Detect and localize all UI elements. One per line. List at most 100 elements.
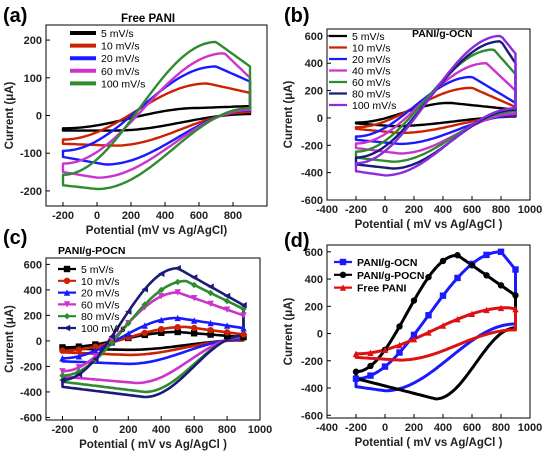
x-tick-label: -200 <box>52 210 74 222</box>
legend-label: 80 mV/s <box>81 311 120 323</box>
data-point <box>367 349 374 356</box>
data-point <box>174 289 181 296</box>
data-point <box>190 317 198 324</box>
legend-marker <box>63 313 71 320</box>
data-point <box>240 324 247 332</box>
panel-b: -400 -200 0 200 400 600 800 1000-600-400-200020… <box>283 5 542 231</box>
x-tick-label: 600 <box>463 204 481 216</box>
legend-label: 10 mV/s <box>81 276 120 288</box>
legend-label: 60 mV/s <box>352 77 391 89</box>
y-axis-label: Current (μA) <box>283 80 295 148</box>
legend-label: 5 mV/s <box>81 264 114 276</box>
data-point <box>425 329 432 336</box>
data-point <box>190 330 198 337</box>
legend-title: Free PANI <box>121 13 175 25</box>
data-point <box>512 266 519 273</box>
data-point <box>223 322 231 329</box>
series-group <box>354 34 517 177</box>
data-point <box>410 331 418 339</box>
x-tick-label: 800 <box>218 424 236 436</box>
x-axis-label: Potential (mV vs Ag/AgCl) <box>86 225 228 237</box>
data-point <box>396 341 403 349</box>
y-tick-label: 200 <box>305 86 323 98</box>
data-point <box>425 273 432 281</box>
data-point <box>158 286 165 294</box>
x-axis-label: Potential ( mV vs Ag/AgCl ) <box>79 439 227 451</box>
data-point <box>207 289 214 297</box>
legend-marker <box>63 277 71 284</box>
data-point <box>207 331 214 338</box>
x-axis-label: Potential ( mV vs Ag/AgCl ) <box>355 437 503 449</box>
legend-marker <box>339 284 347 291</box>
series-group <box>352 248 519 401</box>
legend-label: 20 mV/s <box>81 288 120 300</box>
data-point <box>439 292 447 299</box>
data-point <box>190 281 198 289</box>
panel-label: (a) <box>3 5 27 27</box>
legend-label: 20 mV/s <box>352 54 391 66</box>
legend-title: PANI/g-POCN <box>58 245 125 257</box>
data-point <box>439 257 447 265</box>
series-line-80-mv-s <box>354 40 517 170</box>
plot-frame <box>45 257 261 421</box>
x-tick-label: 0 <box>382 422 388 434</box>
data-point <box>483 306 490 314</box>
series-line-100-mv-s <box>61 40 252 191</box>
data-point <box>174 328 181 336</box>
data-point <box>190 324 198 332</box>
data-point <box>207 283 214 290</box>
data-point <box>497 282 505 289</box>
y-tick-label: -200 <box>20 361 42 373</box>
x-tick-label: -200 <box>345 422 367 434</box>
data-point <box>59 368 66 375</box>
data-point <box>59 355 66 362</box>
legend: PANI/g-POCN 5 mV/s10 mV/s20 mV/s60 mV/s80… <box>58 245 125 335</box>
data-point <box>223 306 231 313</box>
x-tick-label: 400 <box>434 204 452 216</box>
data-point <box>190 274 198 281</box>
y-tick-label: 0 <box>36 111 42 123</box>
x-tick-label: 200 <box>119 424 137 436</box>
panel-c: -200 0 200 400 600 800 1000 -600 -400 -200 0 200 400… <box>3 227 272 451</box>
legend-label: 60 mV/s <box>101 66 140 78</box>
data-point <box>367 372 374 379</box>
y-tick-label: 0 <box>317 329 323 341</box>
data-point <box>92 347 99 354</box>
series-line-5-mv-s <box>61 104 252 132</box>
y-tick-label: 200 <box>305 301 323 313</box>
x-tick-label: -200 <box>51 424 73 436</box>
legend-label: 60 mV/s <box>81 299 120 311</box>
y-axis-label: Current (μA) <box>4 305 16 373</box>
data-point <box>174 314 181 322</box>
data-point <box>396 349 403 356</box>
data-point <box>240 312 247 319</box>
x-tick-label: 400 <box>152 424 170 436</box>
data-point <box>158 316 165 324</box>
data-point <box>410 335 418 343</box>
y-tick-label: 200 <box>24 310 42 322</box>
data-point <box>396 323 403 330</box>
data-point <box>59 372 66 379</box>
legend-marker <box>339 271 347 278</box>
x-tick-label: 400 <box>434 422 452 434</box>
x-tick-label: 1000 <box>248 424 272 436</box>
y-axis-label: Current (μA) <box>4 81 16 149</box>
data-point <box>454 274 461 282</box>
x-tick-label: 0 <box>94 210 100 222</box>
data-point <box>352 350 360 358</box>
data-point <box>352 375 360 382</box>
x-tick-label: 0 <box>92 424 98 436</box>
legend-label: 80 mV/s <box>352 89 391 101</box>
legend-marker <box>63 301 71 308</box>
panel-label: (b) <box>284 5 310 27</box>
y-tick-label: -400 <box>301 168 323 180</box>
series-line-free-pani <box>354 306 517 362</box>
data-point <box>240 331 247 338</box>
legend-label: 100 mV/s <box>101 78 145 90</box>
y-tick-label: 200 <box>24 35 42 47</box>
y-tick-label: -600 <box>20 412 42 424</box>
data-point <box>483 251 490 259</box>
data-point <box>207 319 214 327</box>
data-point <box>59 376 66 384</box>
